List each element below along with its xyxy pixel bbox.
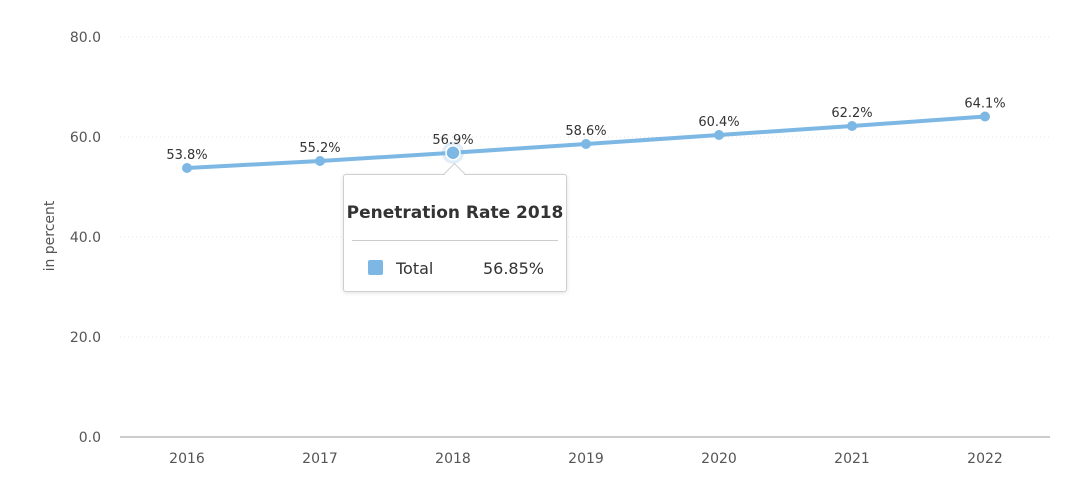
data-label: 53.8%	[166, 148, 207, 163]
series-total	[182, 111, 990, 173]
axes: 0.0 20.0 40.0 60.0 80.0 2016 2017 2018 2019 2020 2…	[70, 30, 1050, 467]
data-labels: 53.8% 55.2% 56.9% 58.6% 60.4% 62.2% 64.1%	[166, 97, 1005, 164]
tooltip-value: 56.85%	[482, 259, 544, 278]
tooltip-swatch	[368, 260, 383, 275]
y-tick-label: 80.0	[70, 30, 101, 46]
data-label: 58.6%	[565, 124, 606, 139]
data-label: 56.9%	[432, 133, 473, 148]
data-point[interactable]	[714, 130, 724, 140]
data-point[interactable]	[847, 121, 857, 131]
tooltip: Penetration Rate 2018 Total 56.85%	[343, 162, 567, 292]
tooltip-series-label: Total	[396, 259, 434, 278]
x-tick-label: 2016	[169, 451, 205, 467]
data-label: 60.4%	[698, 115, 739, 130]
data-point-highlighted[interactable]	[445, 145, 461, 161]
y-axis-label: in percent	[42, 200, 58, 271]
x-tick-label: 2019	[568, 451, 604, 467]
data-point[interactable]	[315, 156, 325, 166]
data-point[interactable]	[182, 163, 192, 173]
x-tick-label: 2017	[302, 451, 338, 467]
data-label: 64.1%	[964, 97, 1005, 112]
data-label: 55.2%	[299, 141, 340, 156]
data-point[interactable]	[980, 111, 990, 122]
y-tick-label: 0.0	[79, 430, 101, 446]
gridlines	[120, 36, 1050, 338]
x-tick-label: 2020	[701, 451, 737, 467]
tooltip-divider	[352, 240, 558, 241]
y-tick-label: 40.0	[70, 230, 101, 246]
y-tick-label: 20.0	[70, 330, 101, 346]
x-tick-label: 2021	[834, 451, 870, 467]
tooltip-title: Penetration Rate 2018	[346, 203, 564, 223]
x-tick-label: 2018	[435, 451, 471, 467]
data-point[interactable]	[581, 139, 591, 149]
y-tick-label: 60.0	[70, 130, 101, 146]
data-label: 62.2%	[831, 106, 872, 121]
x-tick-label: 2022	[967, 451, 1003, 467]
